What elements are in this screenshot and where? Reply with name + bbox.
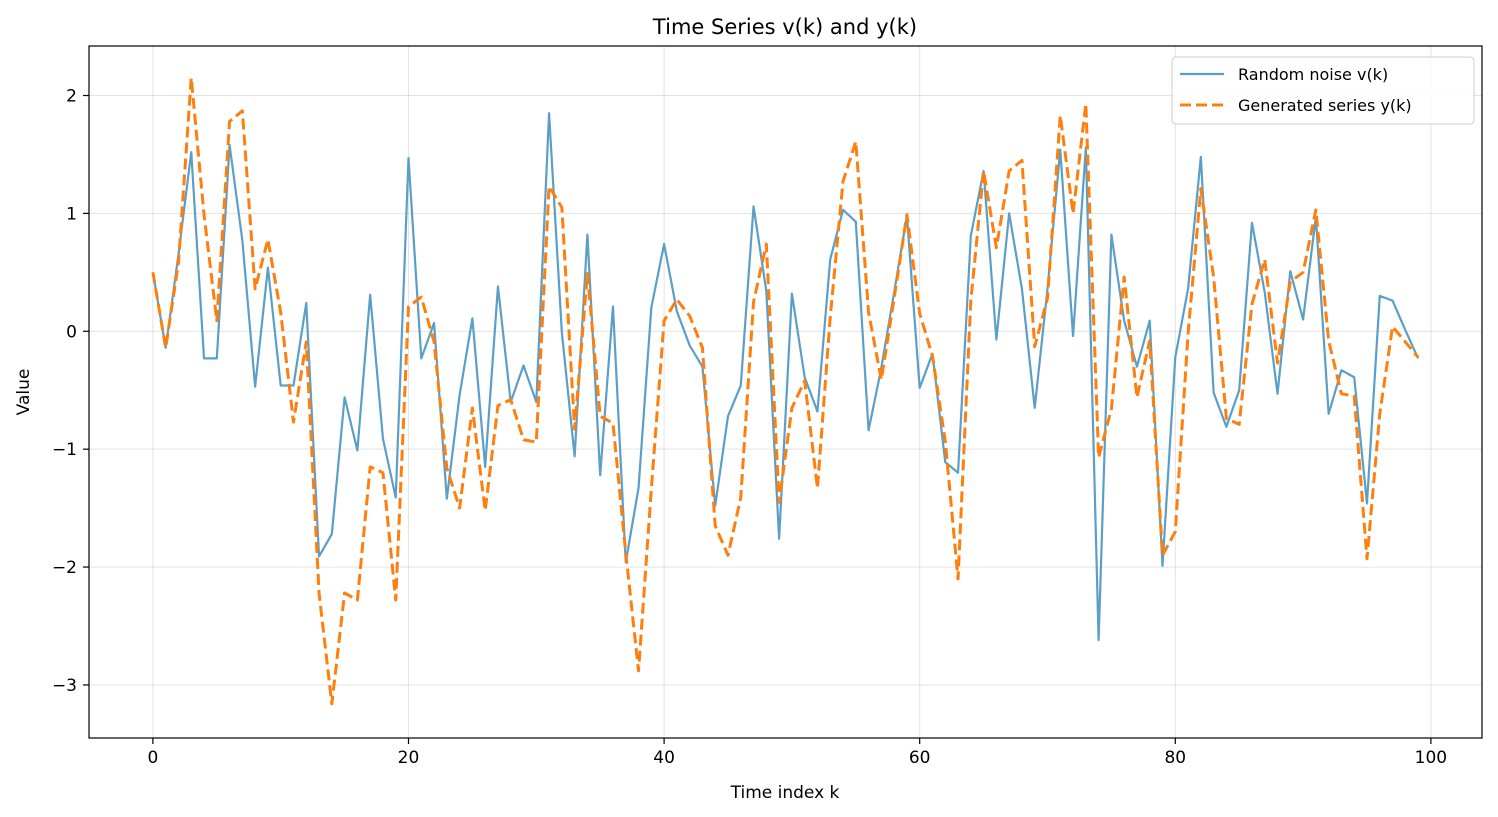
x-tick-label: 60 — [909, 748, 931, 768]
x-tick-label: 40 — [653, 748, 675, 768]
chart-title: Time Series v(k) and y(k) — [652, 15, 917, 39]
legend-label-noise: Random noise v(k) — [1238, 65, 1388, 84]
series-line-generated — [151, 76, 1420, 706]
y-axis-label: Value — [14, 369, 34, 416]
x-tick-label: 0 — [147, 748, 158, 768]
x-tick-label: 20 — [398, 748, 420, 768]
y-tick-label: 0 — [66, 322, 77, 342]
y-tick-label: −2 — [52, 558, 77, 578]
axis-ticks: 0 20 40 60 80 100 −3 −2 −1 0 1 2 — [52, 87, 1447, 768]
x-axis-label: Time index k — [730, 783, 840, 803]
x-tick-label: 100 — [1415, 748, 1447, 768]
x-tick-label: 80 — [1164, 748, 1186, 768]
legend-label-generated: Generated series y(k) — [1238, 96, 1412, 115]
series-group — [151, 76, 1420, 706]
legend-box — [1171, 56, 1475, 125]
plot-frame — [88, 45, 1483, 739]
y-tick-label: 2 — [66, 87, 77, 107]
legend: Random noise v(k) Generated series y(k) — [1171, 56, 1475, 125]
y-tick-label: −3 — [52, 676, 77, 696]
y-tick-label: 1 — [66, 204, 77, 224]
y-tick-label: −1 — [52, 440, 77, 460]
series-line-noise — [151, 112, 1420, 642]
